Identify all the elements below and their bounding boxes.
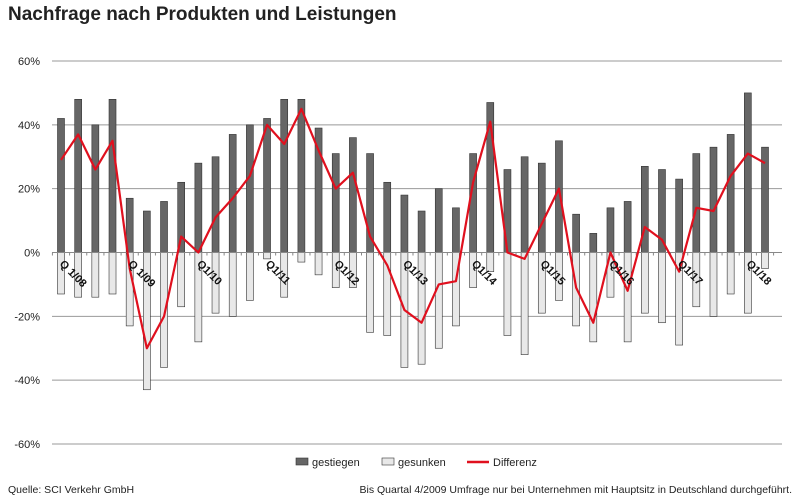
bar-gestiegen bbox=[692, 153, 701, 253]
bar-gesunken bbox=[263, 252, 271, 260]
bar-gestiegen bbox=[143, 210, 151, 253]
bar-gesunken bbox=[726, 252, 735, 295]
bar-gestiegen bbox=[331, 153, 340, 253]
y-tick-label: 20% bbox=[18, 184, 40, 196]
bar-gesunken bbox=[520, 252, 529, 355]
bar-gestiegen bbox=[74, 99, 82, 253]
bar-gesunken bbox=[246, 252, 254, 301]
bar-gesunken bbox=[314, 252, 323, 276]
legend-label-differenz: Differenz bbox=[493, 457, 537, 469]
bar-gestiegen bbox=[280, 99, 289, 253]
bar-gestiegen bbox=[108, 99, 117, 253]
bar-gestiegen bbox=[57, 118, 65, 253]
bar-gestiegen bbox=[606, 207, 615, 253]
bar-gesunken bbox=[658, 252, 666, 324]
y-tick-label: 60% bbox=[18, 56, 40, 68]
bar-gestiegen bbox=[383, 181, 392, 253]
legend-swatch-gestiegen bbox=[295, 457, 309, 466]
bar-gestiegen bbox=[589, 233, 598, 253]
source-note: Quelle: SCI Verkehr GmbH bbox=[8, 484, 135, 496]
bar-gestiegen bbox=[469, 153, 477, 253]
bar-gestiegen bbox=[297, 99, 306, 253]
bar-gestiegen bbox=[211, 156, 220, 253]
footnote: Bis Quartal 4/2009 Umfrage nur bei Unter… bbox=[359, 484, 792, 496]
bar-gestiegen bbox=[675, 178, 683, 253]
bar-gestiegen bbox=[400, 194, 409, 253]
y-tick-label: 40% bbox=[18, 120, 40, 132]
bar-gestiegen bbox=[520, 156, 529, 253]
bar-gestiegen bbox=[452, 207, 460, 253]
bar-gestiegen bbox=[709, 146, 718, 253]
bar-gesunken bbox=[709, 252, 718, 317]
bar-gestiegen bbox=[91, 124, 100, 253]
y-tick-label: -40% bbox=[14, 375, 40, 387]
y-tick-label: -20% bbox=[14, 311, 40, 323]
bar-gesunken bbox=[366, 252, 374, 333]
bar-gesunken bbox=[761, 252, 769, 269]
bar-gestiegen bbox=[246, 124, 254, 253]
bar-gestiegen bbox=[417, 210, 426, 253]
legend-label-gestiegen: gestiegen bbox=[312, 457, 360, 469]
bar-gesunken bbox=[434, 252, 443, 349]
bar-gesunken bbox=[228, 252, 237, 317]
bar-gestiegen bbox=[744, 92, 752, 253]
legend-label-gesunken: gesunken bbox=[398, 457, 446, 469]
bar-gesunken bbox=[91, 252, 100, 298]
bar-gesunken bbox=[589, 252, 598, 343]
chart-title: Nachfrage nach Produkten und Leistungen bbox=[8, 4, 397, 25]
bar-gestiegen bbox=[726, 134, 735, 253]
legend-swatch-gesunken bbox=[381, 457, 395, 466]
bar-gestiegen bbox=[349, 137, 357, 253]
bar-gesunken bbox=[108, 252, 117, 295]
bar-gestiegen bbox=[572, 213, 580, 253]
bar-gestiegen bbox=[194, 162, 203, 253]
bar-gestiegen bbox=[177, 181, 185, 253]
y-tick-label: -60% bbox=[14, 439, 40, 451]
bar-gestiegen bbox=[537, 162, 546, 253]
bar-gesunken bbox=[297, 252, 306, 263]
bar-gesunken bbox=[503, 252, 512, 336]
bar-gestiegen bbox=[160, 201, 168, 253]
bar-gesunken bbox=[177, 252, 185, 308]
line-differenz bbox=[60, 107, 766, 350]
bar-gestiegen bbox=[623, 201, 632, 253]
bar-gesunken bbox=[623, 252, 632, 343]
y-tick-label: 0% bbox=[24, 248, 40, 260]
bar-gesunken bbox=[641, 252, 649, 314]
bar-gestiegen bbox=[434, 188, 443, 253]
bar-gestiegen bbox=[263, 118, 271, 253]
